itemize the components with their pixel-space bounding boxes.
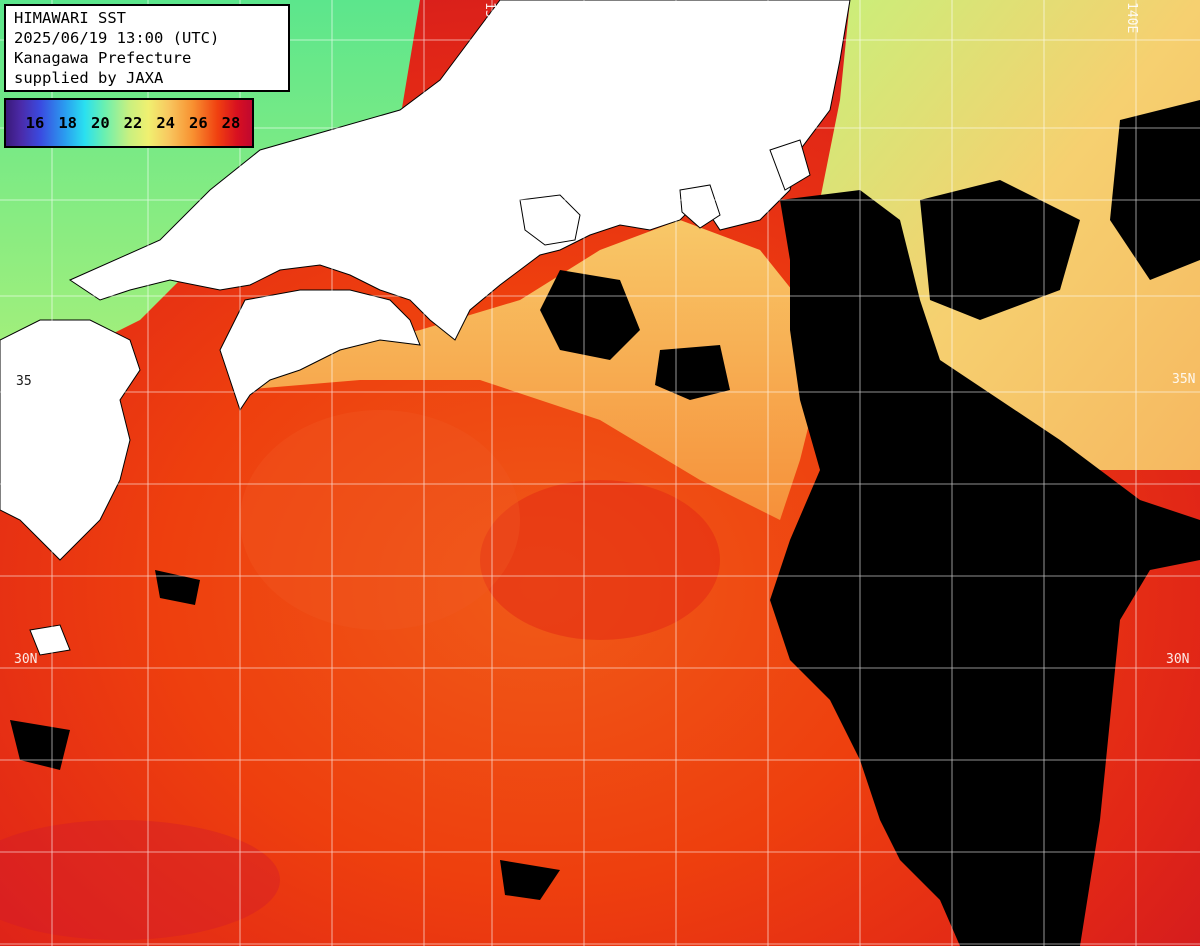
title-timestamp: 2025/06/19 13:00 (UTC) (14, 29, 220, 47)
land-kyushu (0, 319, 141, 561)
land-honshu (68, 0, 851, 341)
cloud-mask-sw (10, 720, 70, 770)
lat-label-30n-right: 30N (1166, 652, 1190, 667)
warm-eddy-3 (0, 820, 280, 940)
land-kii-peninsula (519, 194, 581, 246)
legend-label: 18 (58, 114, 77, 132)
land-shikoku (219, 289, 421, 412)
lon-label-140e: 140E (1124, 2, 1139, 34)
warm-eddy-2 (240, 410, 520, 630)
lat-label-30n-left: 30N (14, 652, 38, 667)
land-izu (679, 184, 721, 229)
cloud-mask-s (500, 860, 560, 900)
land-tanegashima (29, 624, 71, 656)
legend-label: 24 (156, 114, 175, 132)
title-box: HIMAWARI SST 2025/06/19 13:00 (UTC) Kana… (4, 4, 290, 92)
legend-label: 16 (25, 114, 45, 132)
warm-eddy (480, 480, 720, 640)
legend-label: 22 (123, 114, 143, 132)
title-credit: supplied by JAXA (14, 69, 164, 87)
cloud-mask-west (155, 570, 200, 605)
legend-label: 20 (90, 114, 110, 132)
temperature-legend: 16 18 20 22 24 26 28 (4, 98, 254, 148)
coast-marker-label: 35 (16, 374, 32, 389)
cloud-mask-central (540, 270, 640, 360)
cloud-mask-north (920, 180, 1080, 320)
legend-labels: 16 18 20 22 24 26 28 (18, 114, 241, 132)
lat-label-35n-right: 35N (1172, 372, 1196, 387)
ocean-mid-band (240, 220, 820, 520)
title-region: Kanagawa Prefecture (14, 49, 192, 67)
legend-label: 28 (221, 114, 241, 132)
lon-label-135e: 135E (482, 2, 497, 34)
cloud-mask-central-2 (655, 345, 730, 400)
title-product: HIMAWARI SST (14, 9, 126, 27)
land-boso (769, 139, 811, 191)
legend-label: 26 (189, 114, 208, 132)
cloud-mask-ne-patch (1110, 100, 1200, 280)
cloud-mask-east (770, 190, 1200, 946)
